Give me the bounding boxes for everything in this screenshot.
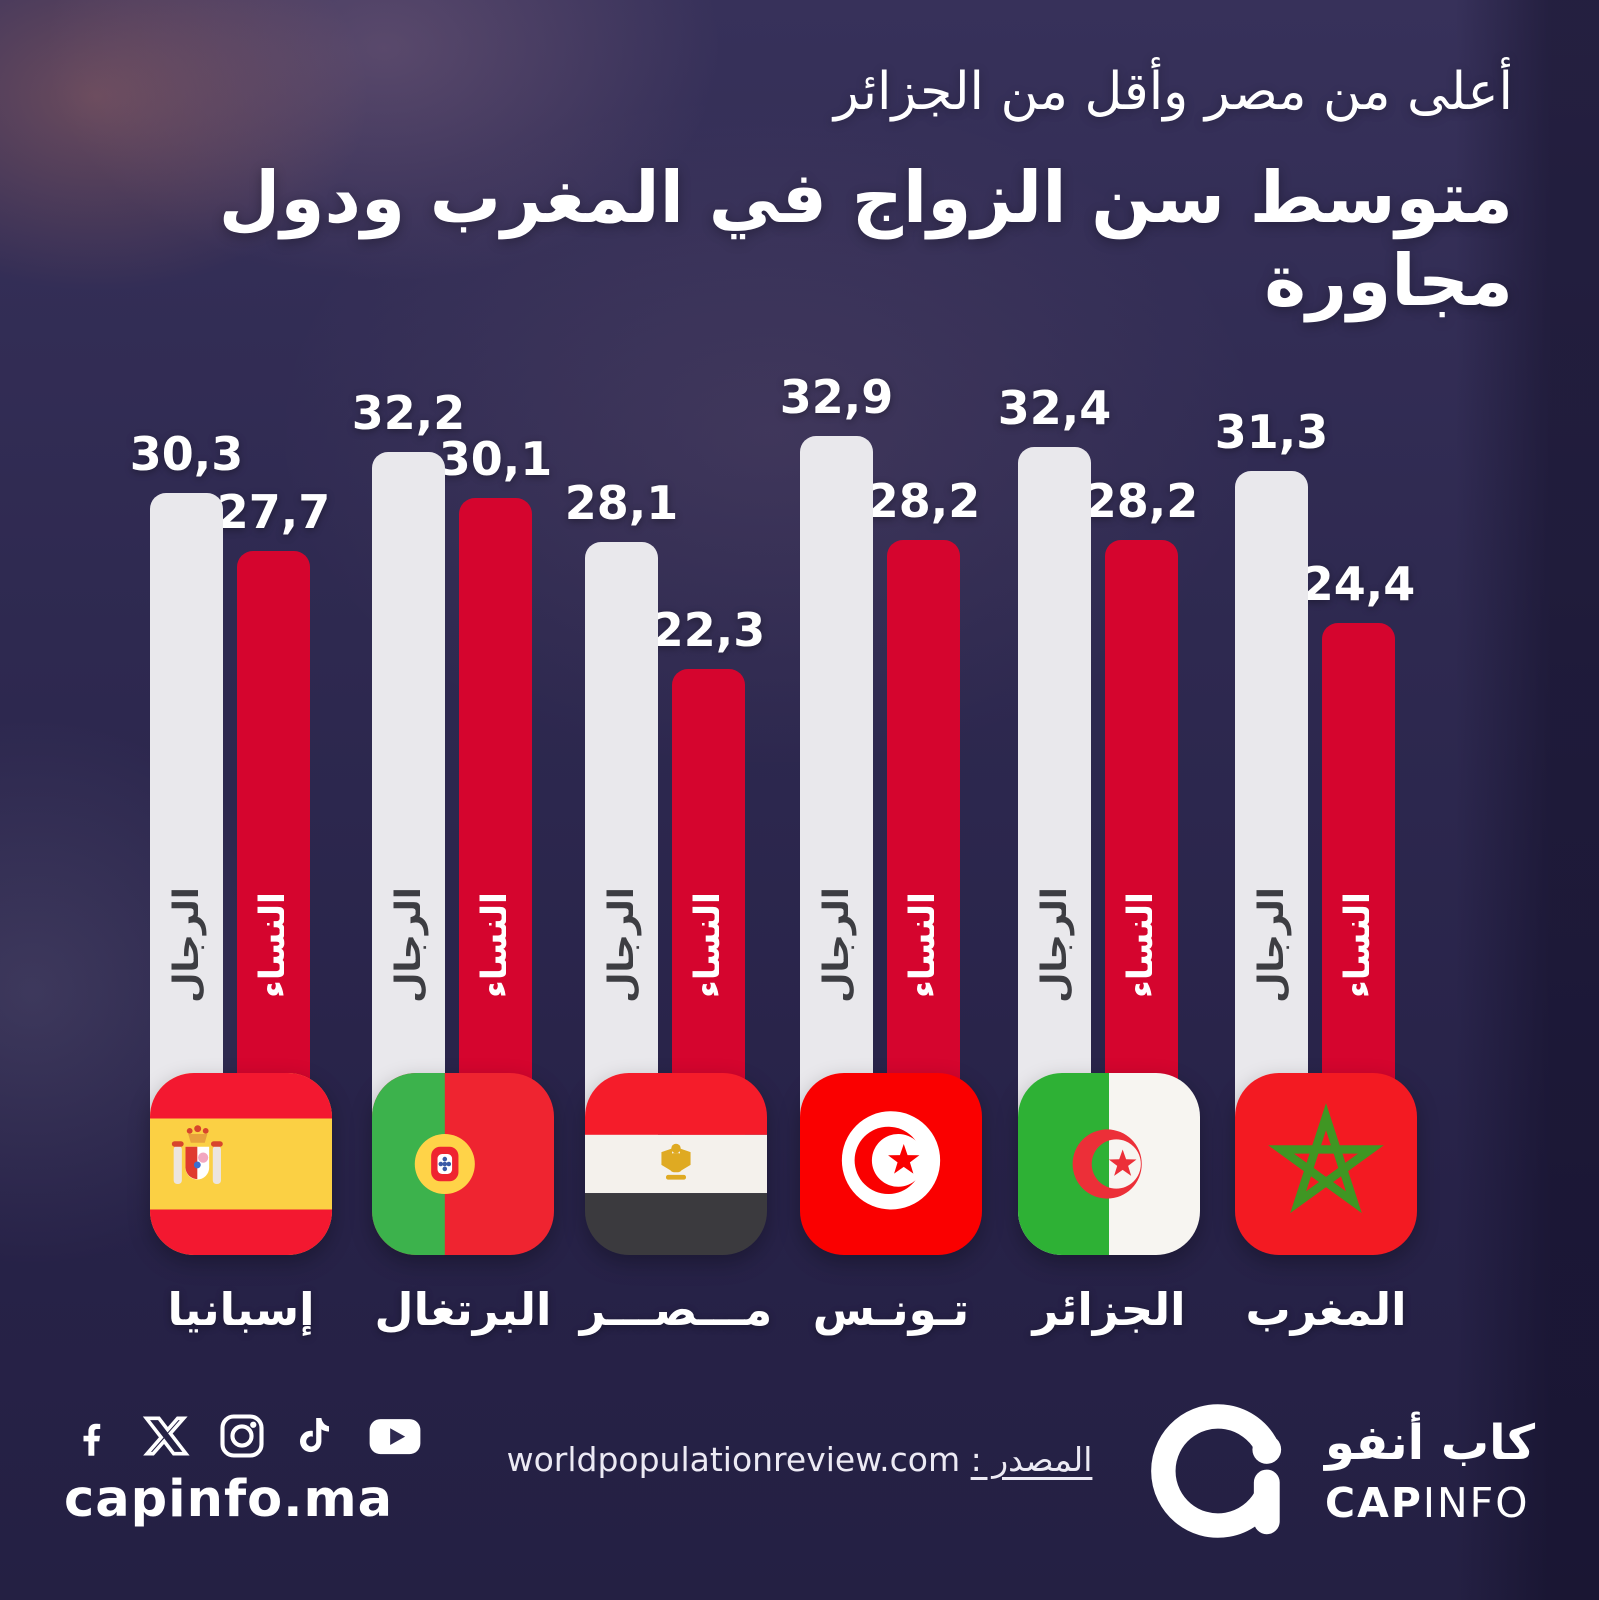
men-series-label: الرجال [816, 887, 857, 1003]
men-bar: الرجال [1235, 471, 1308, 1160]
women-bar: النساء [1105, 540, 1178, 1160]
women-value-label: 27,7 [216, 485, 331, 539]
men-value-label: 31,3 [1214, 405, 1329, 459]
x-icon[interactable] [141, 1410, 191, 1462]
algeria-flag-icon [1018, 1073, 1200, 1255]
website-url[interactable]: capinfo.ma [64, 1470, 394, 1529]
women-bar: النساء [1322, 623, 1395, 1160]
bar-pair: 28,2 النساء 32,4 الرجال [998, 381, 1198, 1160]
women-series-label: النساء [253, 891, 294, 999]
country-label: تـونـس [812, 1283, 970, 1336]
men-series-label: الرجال [1251, 887, 1292, 1003]
men-value-label: 32,4 [997, 381, 1112, 435]
instagram-icon[interactable] [216, 1410, 268, 1462]
women-value-label: 28,2 [1084, 474, 1199, 528]
women-bar: النساء [459, 498, 532, 1160]
social-icons-row [66, 1410, 424, 1462]
women-series-label: النساء [475, 891, 516, 999]
women-series-label: النساء [903, 891, 944, 999]
country-label: البرتغال [374, 1283, 552, 1336]
source-label: المصدر : [970, 1440, 1093, 1479]
women-series-label: النساء [1121, 891, 1162, 999]
bar-pair: 28,2 النساء 32,9 الرجال [780, 370, 980, 1160]
country-label: المغرب [1245, 1283, 1407, 1336]
men-value-label: 32,2 [351, 386, 466, 440]
country-group-morocco: 24,4 النساء 31,3 الرجال المغ [1215, 0, 1417, 1600]
women-bar: النساء [237, 551, 310, 1160]
men-series-label: الرجال [388, 887, 429, 1003]
women-series-label: النساء [1338, 891, 1379, 999]
men-series-label: الرجال [601, 887, 642, 1003]
country-label: الجزائر [1032, 1283, 1186, 1336]
chart-subtitle: أعلى من مصر وأقل من الجزائر [833, 62, 1513, 122]
men-bar: الرجال [372, 452, 445, 1160]
capinfo-logo-arabic: كاب أنفو [1325, 1415, 1535, 1471]
women-bar: النساء [887, 540, 960, 1160]
capinfo-logo-mark [1151, 1404, 1282, 1538]
men-value-label: 28,1 [564, 476, 679, 530]
men-value-label: 30,3 [129, 427, 244, 481]
page-title: متوسط سن الزواج في المغرب ودول مجاورة [218, 156, 1513, 322]
bar-pair: 30,1 النساء 32,2 الرجال [352, 386, 552, 1160]
egypt-flag-icon [585, 1073, 767, 1255]
capinfo-logo-latin: CAPINFO [1325, 1479, 1530, 1527]
source-line: المصدر : worldpopulationreview.com [0, 1440, 1599, 1479]
country-group-tunisia: 28,2 النساء 32,9 الرجال [780, 0, 982, 1600]
women-value-label: 24,4 [1301, 557, 1416, 611]
women-value-label: 22,3 [651, 603, 766, 657]
men-bar: الرجال [1018, 447, 1091, 1160]
men-value-label: 32,9 [779, 370, 894, 424]
youtube-icon[interactable] [366, 1410, 424, 1462]
bar-pair: 24,4 النساء 31,3 الرجال [1215, 405, 1415, 1160]
men-bar: الرجال [585, 542, 658, 1160]
header: أعلى من مصر وأقل من الجزائر متوسط سن الز… [86, 62, 1513, 322]
country-label: مـــصـــر [579, 1283, 773, 1336]
morocco-flag-icon [1235, 1073, 1417, 1255]
men-series-label: الرجال [166, 887, 207, 1003]
spain-flag-icon [150, 1073, 332, 1255]
men-series-label: الرجال [1034, 887, 1075, 1003]
women-series-label: النساء [688, 891, 729, 999]
country-label: إسبانيا [167, 1283, 315, 1336]
source-url[interactable]: worldpopulationreview.com [506, 1440, 961, 1479]
bar-pair: 22,3 النساء 28,1 الرجال [565, 476, 765, 1160]
country-group-algeria: 28,2 النساء 32,4 الرجال [998, 0, 1200, 1600]
tiktok-icon[interactable] [293, 1410, 341, 1462]
bar-pair: 27,7 النساء 30,3 الرجال [130, 427, 330, 1160]
capinfo-logo-text: كاب أنفو CAPINFO [1325, 1415, 1535, 1527]
men-bar: الرجال [800, 436, 873, 1160]
country-group-egypt: 22,3 النساء 28,1 الرجال [565, 0, 772, 1600]
women-value-label: 28,2 [866, 474, 981, 528]
facebook-icon[interactable] [66, 1410, 116, 1462]
women-value-label: 30,1 [438, 432, 553, 486]
country-group-portugal: 30,1 النساء 32,2 الرجال [352, 0, 554, 1600]
tunisia-flag-icon [800, 1073, 982, 1255]
capinfo-logo: كاب أنفو CAPINFO [1147, 1392, 1535, 1550]
country-group-spain: 27,7 النساء 30,3 الرجال [130, 0, 332, 1600]
portugal-flag-icon [372, 1073, 554, 1255]
men-bar: الرجال [150, 493, 223, 1160]
